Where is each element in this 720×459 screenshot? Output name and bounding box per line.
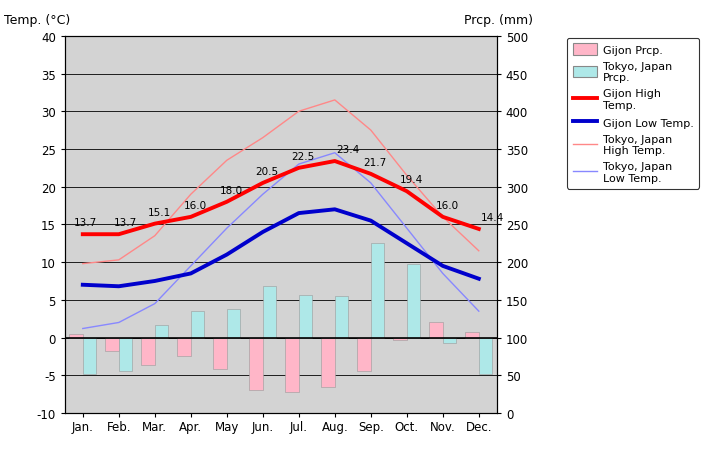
Gijon High
Temp. <box>114 232 123 237</box>
Tokyo, Japan
High Temp. <box>294 109 303 115</box>
Text: 23.4: 23.4 <box>336 145 360 155</box>
Text: 16.0: 16.0 <box>184 201 207 211</box>
Tokyo, Japan
Low Temp. <box>186 263 195 269</box>
Tokyo, Japan
High Temp. <box>402 173 411 179</box>
Tokyo, Japan
Low Temp. <box>474 309 483 314</box>
Text: Prcp. (mm): Prcp. (mm) <box>464 14 534 27</box>
Text: 15.1: 15.1 <box>148 207 171 218</box>
Gijon High
Temp. <box>330 159 339 164</box>
Bar <box>191 312 204 338</box>
Bar <box>249 338 263 391</box>
Bar <box>357 338 371 371</box>
Tokyo, Japan
High Temp. <box>114 257 123 263</box>
Tokyo, Japan
Low Temp. <box>330 151 339 156</box>
Bar <box>141 338 155 366</box>
Tokyo, Japan
Low Temp. <box>438 271 447 277</box>
Bar <box>407 265 420 338</box>
Bar <box>155 325 168 338</box>
Text: 14.4: 14.4 <box>481 213 504 223</box>
Tokyo, Japan
High Temp. <box>258 135 267 141</box>
Gijon Low Temp. <box>114 284 123 289</box>
Bar <box>105 338 119 352</box>
Gijon Low Temp. <box>258 230 267 235</box>
Text: Temp. (°C): Temp. (°C) <box>4 14 70 27</box>
Gijon Low Temp. <box>186 271 195 277</box>
Tokyo, Japan
High Temp. <box>222 158 231 164</box>
Bar <box>227 309 240 338</box>
Gijon High
Temp. <box>222 200 231 205</box>
Line: Tokyo, Japan
High Temp.: Tokyo, Japan High Temp. <box>83 101 479 264</box>
Tokyo, Japan
High Temp. <box>474 248 483 254</box>
Bar <box>335 297 348 338</box>
Gijon Low Temp. <box>438 263 447 269</box>
Bar <box>263 286 276 338</box>
Line: Gijon Low Temp.: Gijon Low Temp. <box>83 210 479 286</box>
Bar <box>83 338 96 374</box>
Gijon Low Temp. <box>366 218 375 224</box>
Gijon Low Temp. <box>474 276 483 282</box>
Bar <box>371 244 384 338</box>
Tokyo, Japan
High Temp. <box>330 98 339 103</box>
Tokyo, Japan
Low Temp. <box>366 181 375 186</box>
Tokyo, Japan
Low Temp. <box>294 162 303 168</box>
Tokyo, Japan
Low Temp. <box>114 320 123 325</box>
Bar <box>479 338 492 374</box>
Tokyo, Japan
High Temp. <box>186 192 195 197</box>
Gijon High
Temp. <box>402 189 411 195</box>
Gijon High
Temp. <box>438 215 447 220</box>
Gijon High
Temp. <box>474 227 483 232</box>
Gijon Low Temp. <box>150 279 159 284</box>
Line: Gijon High
Temp.: Gijon High Temp. <box>83 162 479 235</box>
Gijon Low Temp. <box>222 252 231 258</box>
Bar <box>465 332 479 338</box>
Text: 21.7: 21.7 <box>364 158 387 168</box>
Gijon High
Temp. <box>78 232 87 237</box>
Bar <box>299 296 312 338</box>
Bar <box>285 338 299 392</box>
Gijon Low Temp. <box>330 207 339 213</box>
Gijon Low Temp. <box>78 282 87 288</box>
Bar <box>69 334 83 338</box>
Tokyo, Japan
Low Temp. <box>258 192 267 197</box>
Tokyo, Japan
Low Temp. <box>150 301 159 307</box>
Tokyo, Japan
Low Temp. <box>78 326 87 331</box>
Bar <box>119 338 132 371</box>
Text: 22.5: 22.5 <box>292 152 315 162</box>
Legend: Gijon Prcp., Tokyo, Japan
Prcp., Gijon High
Temp., Gijon Low Temp., Tokyo, Japan: Gijon Prcp., Tokyo, Japan Prcp., Gijon H… <box>567 39 699 189</box>
Text: 18.0: 18.0 <box>220 185 243 196</box>
Gijon High
Temp. <box>294 166 303 171</box>
Tokyo, Japan
High Temp. <box>366 128 375 134</box>
Gijon High
Temp. <box>150 221 159 227</box>
Text: 13.7: 13.7 <box>73 218 97 228</box>
Text: 19.4: 19.4 <box>400 175 423 185</box>
Tokyo, Japan
High Temp. <box>150 234 159 239</box>
Tokyo, Japan
High Temp. <box>438 215 447 220</box>
Tokyo, Japan
Low Temp. <box>222 226 231 231</box>
Bar <box>443 338 456 343</box>
Tokyo, Japan
High Temp. <box>78 261 87 267</box>
Text: 16.0: 16.0 <box>436 201 459 211</box>
Text: 20.5: 20.5 <box>256 167 279 177</box>
Tokyo, Japan
Low Temp. <box>402 226 411 231</box>
Bar <box>213 338 227 369</box>
Gijon High
Temp. <box>186 215 195 220</box>
Gijon High
Temp. <box>258 181 267 186</box>
Gijon Low Temp. <box>294 211 303 216</box>
Bar <box>177 338 191 356</box>
Bar <box>393 338 407 340</box>
Gijon High
Temp. <box>366 172 375 177</box>
Bar <box>429 323 443 338</box>
Line: Tokyo, Japan
Low Temp.: Tokyo, Japan Low Temp. <box>83 153 479 329</box>
Gijon Low Temp. <box>402 241 411 246</box>
Text: 13.7: 13.7 <box>114 218 137 228</box>
Bar <box>321 338 335 387</box>
